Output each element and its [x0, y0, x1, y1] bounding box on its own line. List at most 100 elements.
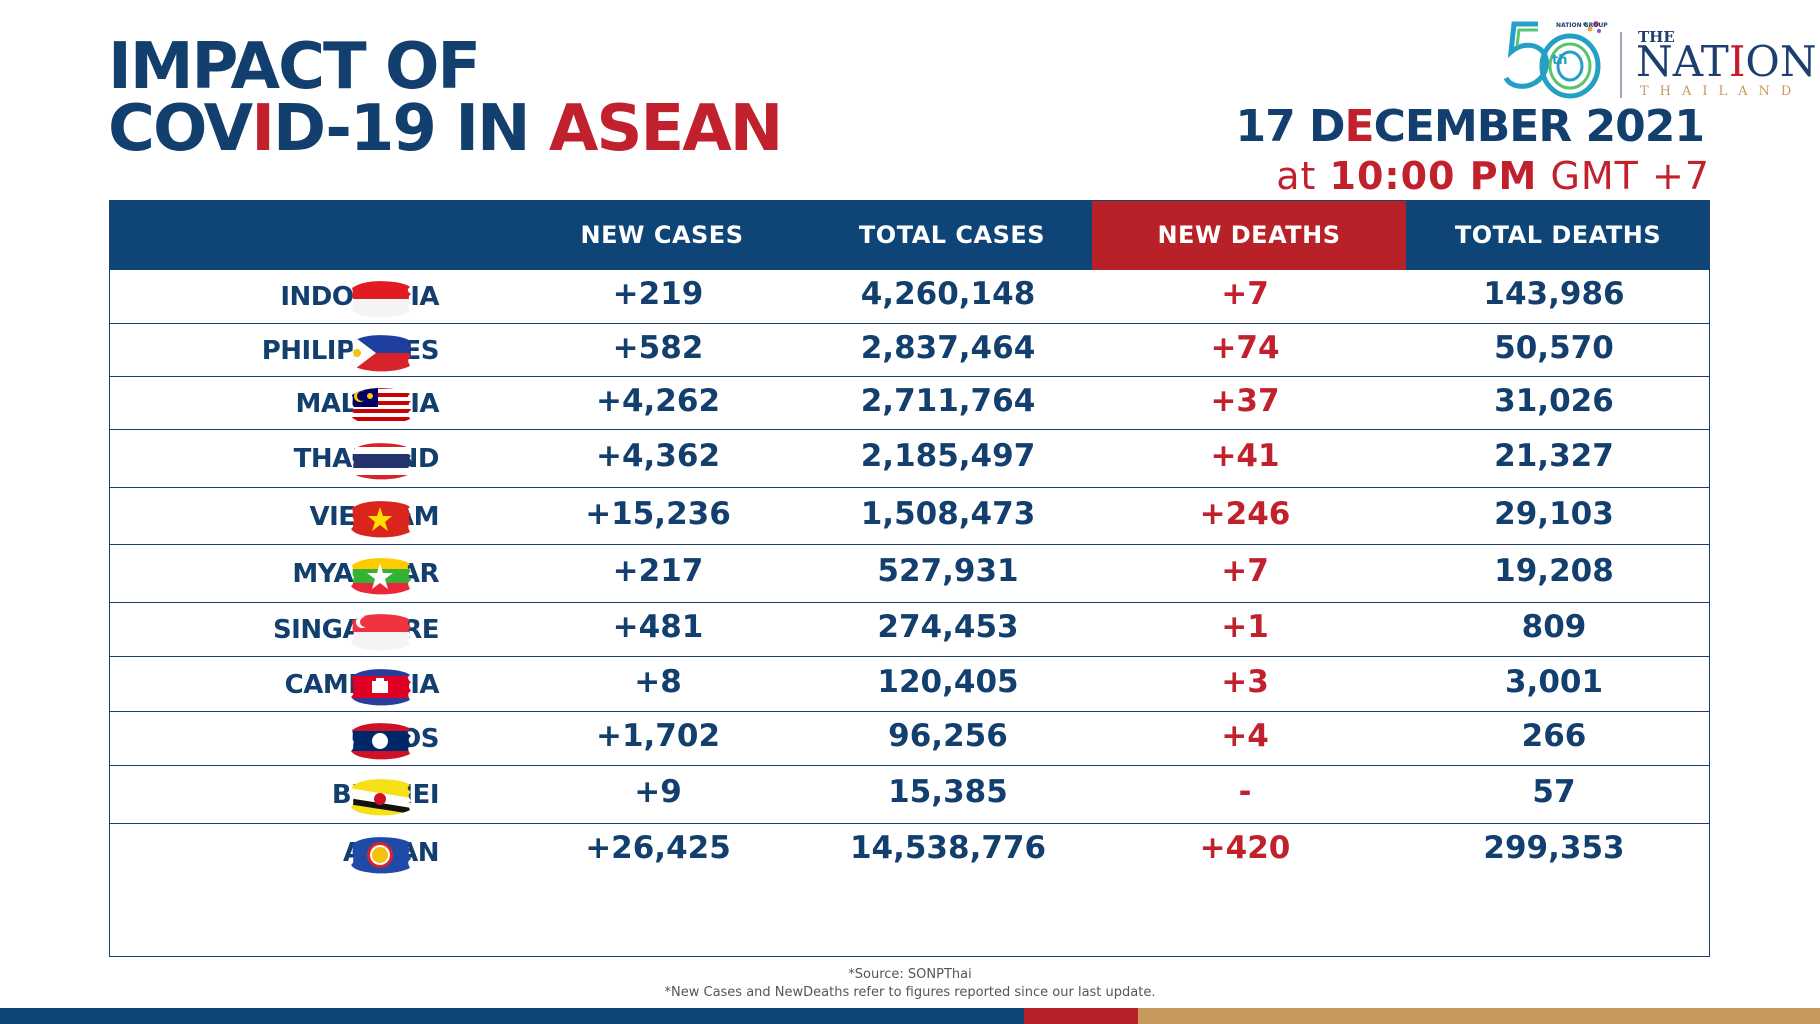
source-text: *Source: SONPThai: [848, 967, 972, 982]
logo-nation-part-c: ON: [1745, 37, 1817, 86]
new-cases-value: +8: [634, 664, 682, 700]
new-deaths-value: +420: [1199, 830, 1291, 866]
total-deaths-value: 31,026: [1494, 383, 1614, 419]
total-cases-value: 4,260,148: [860, 276, 1036, 312]
footer-bar-gold: [1138, 1008, 1820, 1024]
header-new-cases: NEW CASES: [580, 221, 744, 249]
new-deaths-value: +7: [1221, 553, 1269, 589]
new-deaths-value: +74: [1210, 330, 1280, 366]
vietnam-flag-icon: [351, 501, 411, 538]
table-row: PHILIPPINES +582 2,837,464 +74 50,570: [110, 323, 1709, 376]
total-deaths-value: 809: [1521, 609, 1587, 645]
logo-nation-part-b: I: [1728, 37, 1746, 86]
logo-thailand: THAILAND: [1640, 84, 1803, 99]
total-deaths-value: 57: [1532, 774, 1576, 810]
cambodia-flag-icon: [351, 669, 411, 706]
total-deaths-value: 19,208: [1494, 553, 1614, 589]
new-deaths-value: +1: [1221, 609, 1269, 645]
total-cases-value: 2,711,764: [860, 383, 1036, 419]
new-cases-value: +15,236: [585, 496, 731, 532]
title-line-2-part-c: D-19 IN: [273, 92, 549, 166]
thailand-flag-icon: [351, 443, 411, 480]
report-time-at: at: [1276, 154, 1330, 198]
indonesia-flag-icon: [351, 281, 411, 318]
new-cases-value: +219: [612, 276, 704, 312]
footer-bar-red: [1024, 1008, 1138, 1024]
new-cases-value: +4,362: [595, 438, 721, 474]
singapore-flag-icon: [351, 614, 411, 651]
footer-bar-navy: [0, 1008, 1024, 1024]
new-deaths-value: -: [1238, 774, 1252, 810]
new-deaths-value: +7: [1221, 276, 1269, 312]
title-line-2-part-d: ASEAN: [548, 92, 783, 166]
report-time-clock: 10:00 PM: [1329, 154, 1538, 198]
new-deaths-value: +41: [1210, 438, 1280, 474]
total-cases-value: 2,837,464: [860, 330, 1036, 366]
footnote-text: *New Cases and NewDeaths refer to figure…: [664, 985, 1156, 1000]
new-deaths-value: +4: [1221, 718, 1269, 754]
philippines-flag-icon: [351, 335, 411, 372]
report-date: 17 DECEMBER 2021: [1235, 101, 1705, 152]
new-cases-value: +481: [612, 609, 704, 645]
title-line-2-part-b: I: [251, 92, 275, 166]
total-cases-value: 2,185,497: [860, 438, 1036, 474]
report-date-part-c: CEMBER 2021: [1373, 101, 1705, 152]
new-cases-value: +26,425: [585, 830, 731, 866]
total-cases-value: 14,538,776: [849, 830, 1047, 866]
header-total-deaths: TOTAL DEATHS: [1454, 221, 1662, 249]
total-deaths-value: 21,327: [1494, 438, 1614, 474]
page-title: IMPACT OF COVID-19 IN ASEAN: [108, 30, 783, 161]
covid-stats-table: NEW CASES TOTAL CASES NEW DEATHS TOTAL D…: [109, 200, 1710, 957]
report-time: at 10:00 PM GMT +7: [1276, 154, 1710, 198]
total-cases-value: 527,931: [877, 553, 1019, 589]
nation-50th-logo: th NATION GROUP THE NATION THAILAND: [1500, 10, 1817, 102]
new-cases-value: +1,702: [595, 718, 721, 754]
table-header: NEW CASES TOTAL CASES NEW DEATHS TOTAL D…: [110, 201, 1709, 270]
logo-nation: NATION: [1636, 40, 1817, 84]
myanmar-flag-icon: [351, 558, 411, 595]
logo-divider: [1620, 32, 1622, 98]
total-cases-value: 1,508,473: [860, 496, 1036, 532]
laos-flag-icon: [351, 723, 411, 760]
brunei-flag-icon: [351, 779, 411, 816]
total-deaths-value: 143,986: [1483, 276, 1625, 312]
total-deaths-value: 50,570: [1494, 330, 1614, 366]
total-deaths-value: 266: [1521, 718, 1587, 754]
total-cases-value: 274,453: [877, 609, 1019, 645]
fiftieth-anniversary-icon: [1504, 21, 1601, 99]
source-note: *Source: SONPThai *New Cases and NewDeat…: [0, 966, 1820, 1002]
total-deaths-value: 299,353: [1483, 830, 1625, 866]
total-cases-value: 120,405: [877, 664, 1019, 700]
report-date-part-a: 17 D: [1235, 101, 1345, 152]
nation-group-label: NATION GROUP: [1556, 22, 1608, 29]
new-cases-value: +582: [612, 330, 704, 366]
fiftieth-th-label: th: [1552, 53, 1568, 68]
total-deaths-value: 29,103: [1494, 496, 1614, 532]
new-deaths-value: +3: [1221, 664, 1269, 700]
total-cases-value: 15,385: [888, 774, 1008, 810]
new-deaths-value: +246: [1199, 496, 1291, 532]
header-total-cases: TOTAL CASES: [858, 221, 1046, 249]
title-line-1: IMPACT OF: [108, 30, 481, 104]
title-line-2-part-a: COV: [108, 92, 253, 166]
total-deaths-value: 3,001: [1504, 664, 1604, 700]
report-time-zone: GMT +7: [1537, 154, 1710, 198]
header-new-deaths: NEW DEATHS: [1092, 201, 1406, 270]
title-line-2: COVID-19 IN ASEAN: [108, 97, 783, 161]
logo-the: THE: [1638, 28, 1675, 46]
table-row: BRUNEI+915,385-57: [110, 765, 1709, 823]
asean-flag-icon: [351, 837, 411, 874]
logo-nation-part-a: NAT: [1636, 37, 1729, 86]
malaysia-flag-icon: [351, 388, 411, 425]
total-cases-value: 96,256: [888, 718, 1008, 754]
new-cases-value: +4,262: [595, 383, 721, 419]
